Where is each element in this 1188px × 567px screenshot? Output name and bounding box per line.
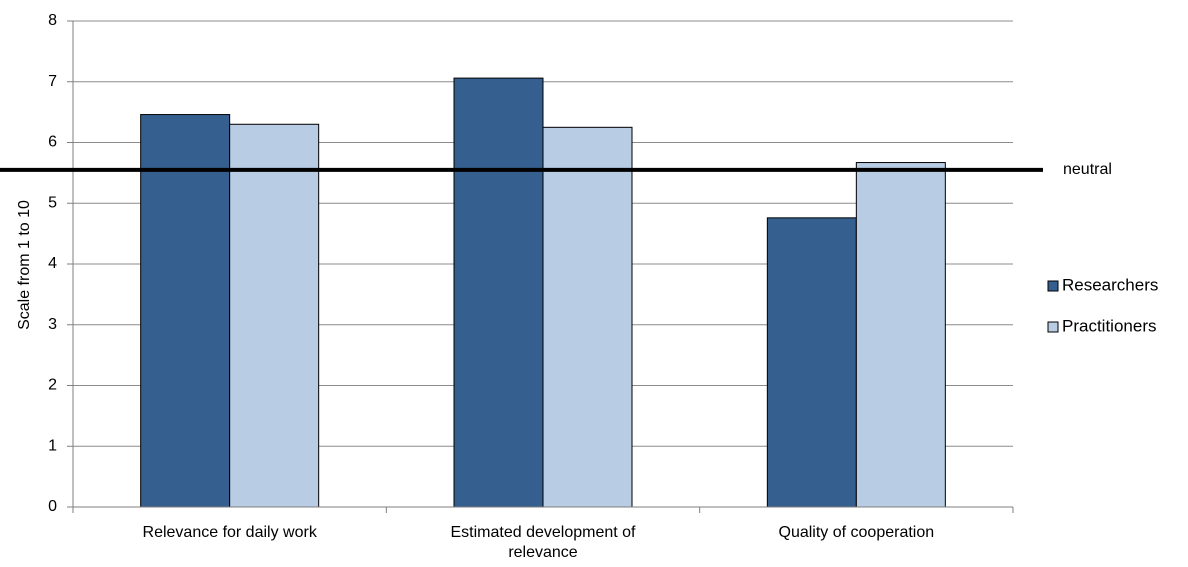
y-tick-label: 5	[48, 194, 57, 211]
y-tick-label: 3	[48, 316, 57, 333]
reference-line-group: neutral	[0, 161, 1112, 178]
x-category-label: Quality of cooperation	[779, 524, 935, 541]
y-tick-label: 0	[48, 498, 57, 515]
legend-label-researchers: Researchers	[1062, 275, 1158, 294]
y-axis-label: Scale from 1 to 10	[16, 200, 33, 330]
bar-researchers-3	[766, 217, 857, 508]
bar-researchers-1	[140, 114, 231, 508]
legend: Researchers Practitioners	[1047, 275, 1158, 335]
bar-practitioners-1	[229, 123, 320, 508]
bar-researchers-2	[453, 77, 544, 508]
neutral-label: neutral	[1063, 161, 1112, 178]
x-category-label: relevance	[508, 544, 577, 561]
y-tick-label: 7	[48, 73, 57, 90]
x-category-label: Relevance for daily work	[143, 524, 318, 541]
y-tick-label: 4	[48, 255, 57, 272]
legend-label-practitioners: Practitioners	[1062, 316, 1156, 335]
y-tick-label: 1	[48, 437, 57, 454]
x-category-label: Estimated development of	[451, 524, 637, 541]
bar-practitioners-3	[855, 162, 946, 508]
y-tick-label: 2	[48, 377, 57, 394]
axes: 0 1 2 3 4 5 6 7 8 Relevance for daily work Estimat…	[48, 12, 1014, 561]
bars	[140, 77, 946, 508]
y-tick-label: 6	[48, 134, 57, 151]
y-tick-label: 8	[48, 12, 57, 29]
bar-practitioners-2	[542, 126, 633, 508]
legend-swatch-practitioners	[1047, 321, 1059, 333]
legend-swatch-researchers	[1047, 280, 1059, 292]
